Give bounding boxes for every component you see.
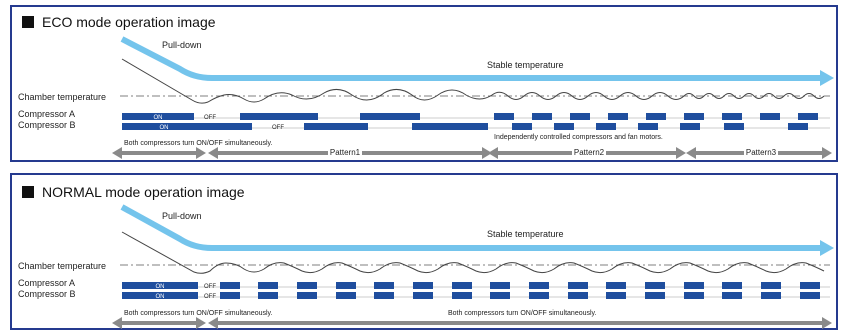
pattern2-label-bg — [572, 146, 606, 157]
compressor-b-label: Compressor B — [18, 289, 76, 299]
compressor-b-on-label: ON — [156, 294, 165, 300]
compressor-a-off-label: OFF — [204, 284, 216, 290]
chamber-temperature-curve — [121, 231, 825, 274]
pull-down-arrow — [120, 204, 820, 251]
chamber-temperature-label: Chamber temperature — [18, 261, 106, 271]
chamber-temperature-label: Chamber temperature — [18, 92, 106, 102]
title-square-icon — [22, 186, 34, 198]
compressor-b-on-bars — [122, 123, 808, 130]
compressor-b-label: Compressor B — [18, 120, 76, 130]
compressor-a-label: Compressor A — [18, 109, 75, 119]
compressor-a-on-bars — [122, 113, 818, 120]
compressor-a-on-bars — [122, 282, 820, 289]
compressor-a-off-label: OFF — [204, 115, 216, 121]
pattern1-label-bg — [328, 146, 362, 157]
chamber-temperature-curve — [121, 58, 825, 104]
pull-down-label: Pull-down — [162, 211, 202, 221]
pattern1-label: Pattern1 — [330, 148, 361, 157]
compressor-a-on-label: ON — [156, 284, 165, 290]
pull-down-arrow — [120, 36, 820, 81]
normal-diagram: NORMAL mode operation image Pull-down St… — [18, 184, 834, 329]
normal-panel: NORMAL mode operation image Pull-down St… — [10, 173, 838, 330]
simultaneous-note: Both compressors turn ON/OFF simultaneou… — [124, 140, 273, 147]
stable-temperature-label: Stable temperature — [487, 229, 564, 239]
arrow-head-icon — [820, 240, 834, 256]
eco-title: ECO mode operation image — [42, 14, 216, 30]
compressor-b-off-label: OFF — [204, 294, 216, 300]
independent-control-note: Independently controlled compressors and… — [494, 134, 663, 141]
pattern-arrows — [112, 317, 832, 329]
compressor-a-on-label: ON — [154, 115, 163, 121]
pattern3-label-bg — [744, 146, 778, 157]
title-square-icon — [22, 16, 34, 28]
compressor-b-on-bars — [122, 292, 820, 299]
compressor-b-off-label: OFF — [272, 125, 284, 131]
compressor-a-label: Compressor A — [18, 278, 75, 288]
arrow-head-icon — [820, 70, 834, 86]
pattern-arrows — [112, 147, 832, 159]
stable-temperature-label: Stable temperature — [487, 60, 564, 70]
normal-title: NORMAL mode operation image — [42, 184, 245, 200]
simultaneous-note-1: Both compressors turn ON/OFF simultaneou… — [124, 310, 273, 317]
pattern3-label: Pattern3 — [746, 148, 777, 157]
eco-diagram: ECO mode operation image Pull-down Stabl… — [18, 14, 834, 159]
pattern2-label: Pattern2 — [574, 148, 605, 157]
simultaneous-note-2: Both compressors turn ON/OFF simultaneou… — [448, 310, 597, 317]
pull-down-label: Pull-down — [162, 40, 202, 50]
eco-panel: ECO mode operation image Pull-down Stabl… — [10, 5, 838, 162]
compressor-b-on-label: ON — [160, 125, 169, 131]
